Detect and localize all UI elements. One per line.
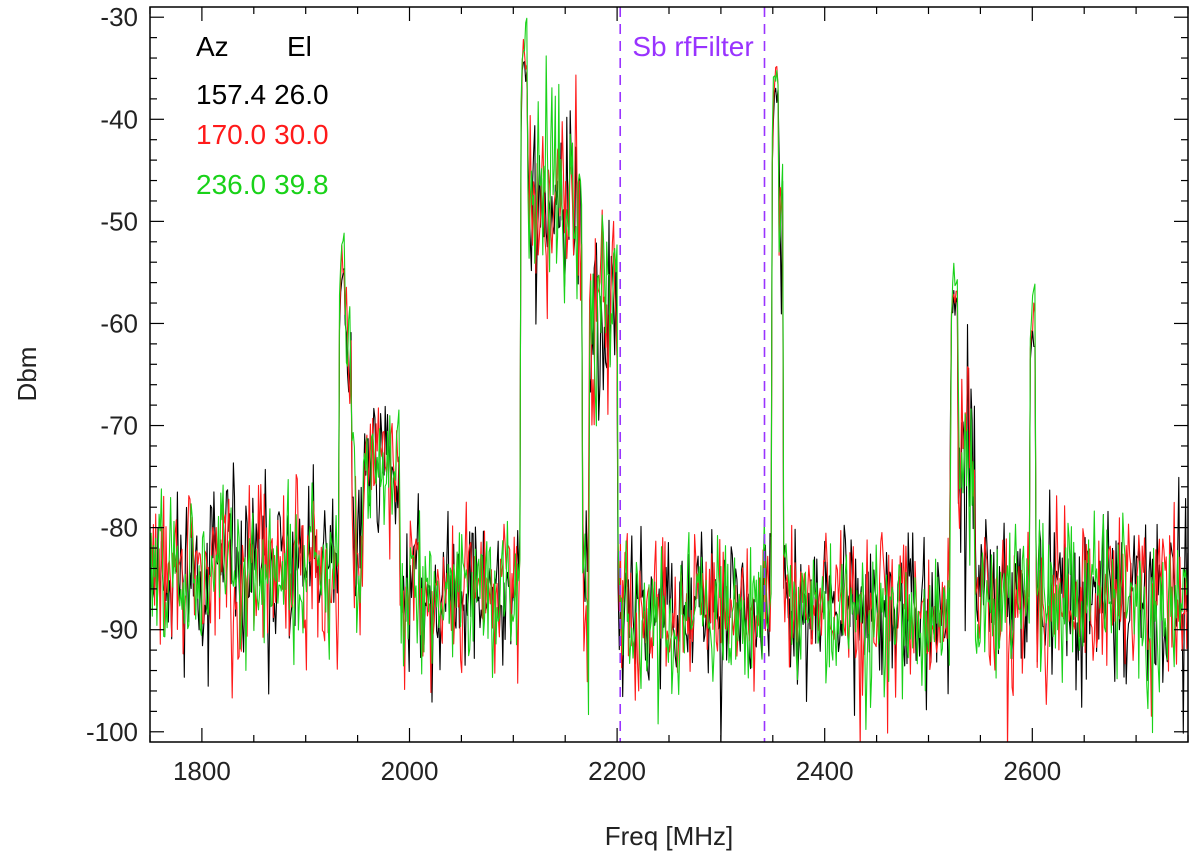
y-tick-label: -50 (100, 206, 138, 236)
x-axis-label: Freq [MHz] (605, 821, 734, 851)
legend-entry-1-az: 157.4 (196, 79, 266, 110)
y-tick-label: -80 (100, 513, 138, 543)
legend-entry-3-el: 39.8 (274, 169, 329, 200)
y-tick-label: -40 (100, 104, 138, 134)
legend-entry-2-el: 30.0 (274, 119, 329, 150)
x-axis: 1800 2000 2200 2400 2600 (149, 7, 1189, 786)
x-tick-label: 1800 (173, 756, 231, 786)
legend-entry-1: 157.4 26.0 (196, 79, 329, 110)
series-line-3 (150, 17, 1188, 734)
x-tick-label: 2400 (796, 756, 854, 786)
y-tick-label: -90 (100, 615, 138, 645)
y-tick-label: -70 (100, 411, 138, 441)
series-layer (150, 17, 1188, 742)
y-tick-label: -60 (100, 308, 138, 338)
legend-entry-3-az: 236.0 (196, 169, 266, 200)
legend-header-el: El (287, 31, 312, 62)
y-tick-label: -100 (86, 717, 138, 747)
legend-entry-2-az: 170.0 (196, 119, 266, 150)
y-axis: -30 -40 -50 -60 -70 -80 -90 -100 (86, 2, 1188, 747)
y-tick-label: -30 (100, 2, 138, 32)
x-tick-label: 2200 (588, 756, 646, 786)
rf-filter-label: Sb rfFilter (632, 31, 753, 62)
legend-header-az: Az (196, 31, 229, 62)
rf-filter-markers (619, 7, 766, 742)
y-axis-label: Dbm (12, 347, 42, 402)
x-tick-label: 2600 (1003, 756, 1061, 786)
legend-entry-1-el: 26.0 (274, 79, 329, 110)
legend: Az El 157.4 26.0 170.0 30.0 236.0 39.8 (196, 31, 329, 200)
x-tick-label: 2000 (381, 756, 439, 786)
legend-entry-2: 170.0 30.0 (196, 119, 329, 150)
legend-entry-3: 236.0 39.8 (196, 169, 329, 200)
